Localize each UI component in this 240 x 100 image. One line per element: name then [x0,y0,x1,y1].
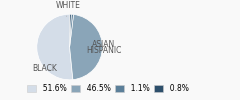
Text: HISPANIC: HISPANIC [86,46,122,55]
Text: BLACK: BLACK [33,64,57,73]
Text: WHITE: WHITE [55,2,80,16]
Wedge shape [70,14,71,47]
Text: ASIAN: ASIAN [92,40,116,49]
Wedge shape [70,14,73,47]
Legend:   51.6%,   46.5%,   1.1%,   0.8%: 51.6%, 46.5%, 1.1%, 0.8% [24,81,192,96]
Wedge shape [37,14,73,80]
Wedge shape [70,14,102,80]
